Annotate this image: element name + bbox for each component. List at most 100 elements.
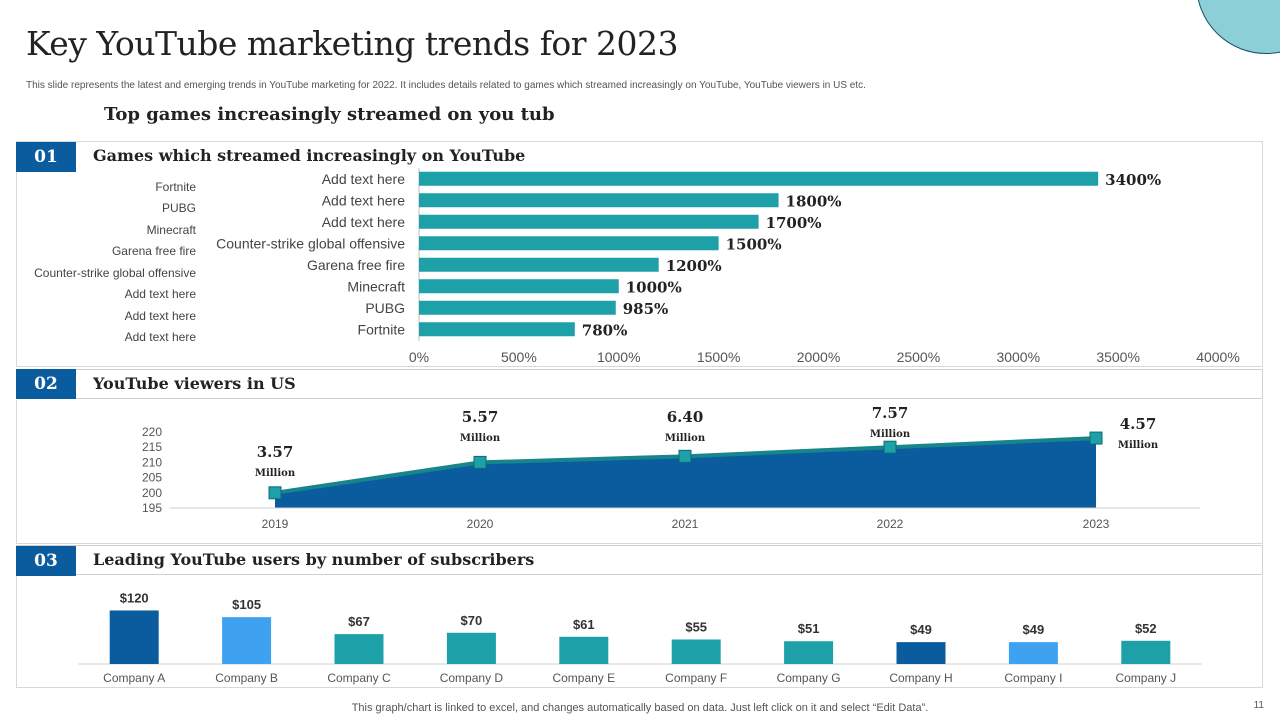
page-number: 11	[1253, 700, 1264, 711]
category-label: Company J	[1115, 671, 1176, 685]
x-tick-label: 3500%	[1096, 349, 1140, 365]
marker	[678, 449, 692, 463]
y-tick-label: 220	[142, 425, 162, 439]
footer-note: This graph/chart is linked to excel, and…	[351, 702, 929, 714]
bar	[109, 610, 159, 664]
category-label: Garena free fire	[307, 257, 405, 273]
page-subtitle: This slide represents the latest and eme…	[26, 80, 866, 91]
marker	[883, 440, 897, 454]
section-02-title: YouTube viewers in US	[93, 374, 296, 393]
left-list-item: Garena free fire	[111, 244, 196, 258]
data-label: $67	[348, 614, 370, 629]
y-tick-label: 195	[142, 501, 162, 515]
data-label: 1500%	[726, 235, 782, 253]
data-label-unit: Million	[1118, 440, 1159, 451]
x-tick-label: 2022	[877, 517, 904, 531]
section-01-badge: 01	[16, 142, 76, 172]
data-label-unit: Million	[460, 433, 501, 444]
bar	[784, 641, 834, 664]
data-label: $52	[1135, 621, 1157, 636]
bar	[419, 300, 616, 315]
left-list-item: PUBG	[161, 201, 196, 215]
x-tick-label: 500%	[501, 349, 537, 365]
data-label: 3400%	[1105, 171, 1161, 189]
page-title: Key YouTube marketing trends for 2023	[26, 24, 679, 63]
category-label: Add text here	[322, 171, 405, 187]
marker	[1089, 431, 1103, 445]
category-label: Company C	[327, 671, 391, 685]
bar	[671, 639, 721, 664]
bar	[419, 279, 619, 294]
data-label: 780%	[582, 321, 628, 339]
data-label: 985%	[623, 300, 669, 318]
category-label: Company H	[889, 671, 952, 685]
category-label: Company I	[1004, 671, 1062, 685]
bar	[419, 236, 719, 251]
bar	[419, 193, 779, 208]
section-03-header	[16, 545, 1263, 575]
x-tick-label: 2020	[467, 517, 494, 531]
y-tick-label: 200	[142, 486, 162, 500]
x-tick-label: 1000%	[597, 349, 641, 365]
section-03-title: Leading YouTube users by number of subsc…	[93, 550, 535, 569]
category-label: Minecraft	[347, 278, 405, 294]
category-label: Counter-strike global offensive	[216, 235, 405, 251]
bar	[896, 642, 946, 664]
data-label-unit: Million	[665, 433, 706, 444]
category-label: Company A	[103, 671, 165, 685]
bar	[446, 632, 496, 664]
data-label-unit: Million	[870, 429, 911, 440]
data-label: 1800%	[786, 192, 842, 210]
category-label: Fortnite	[358, 321, 406, 337]
x-tick-label: 2000%	[797, 349, 841, 365]
x-tick-label: 2021	[672, 517, 699, 531]
area-fill	[275, 438, 1096, 508]
data-label-value: 4.57	[1120, 415, 1157, 433]
x-tick-label: 2500%	[897, 349, 941, 365]
category-label: Add text here	[322, 214, 405, 230]
x-tick-label: 0%	[409, 349, 429, 365]
left-list-item: Fortnite	[155, 180, 196, 194]
bar	[334, 634, 384, 664]
data-label: $49	[910, 622, 932, 637]
data-label: $105	[232, 597, 261, 612]
data-label: 1200%	[666, 257, 722, 275]
bar	[1008, 642, 1058, 664]
x-tick-label: 4000%	[1196, 349, 1240, 365]
section-03-badge: 03	[16, 546, 76, 576]
category-label: Company F	[665, 671, 727, 685]
y-tick-label: 205	[142, 471, 162, 485]
marker	[268, 486, 282, 500]
bar	[419, 257, 659, 272]
category-label: Company B	[215, 671, 278, 685]
left-list-item: Add text here	[124, 330, 196, 344]
section-02-badge: 02	[16, 369, 76, 399]
data-label-value: 7.57	[872, 404, 909, 422]
bar	[559, 636, 609, 664]
section-01-title: Games which streamed increasingly on You…	[93, 146, 526, 165]
left-list-item: Counter-strike global offensive	[34, 266, 196, 280]
data-label-value: 5.57	[462, 408, 499, 426]
x-tick-label: 1500%	[697, 349, 741, 365]
section-02-header	[16, 369, 1263, 399]
marker	[473, 455, 487, 469]
data-label-value: 6.40	[667, 408, 704, 426]
data-label: 1000%	[626, 278, 682, 296]
bar	[419, 171, 1099, 186]
left-list-item: Add text here	[124, 309, 196, 323]
x-tick-label: 3000%	[996, 349, 1040, 365]
bar	[222, 617, 272, 664]
data-label: 1700%	[766, 214, 822, 232]
category-label: Add text here	[322, 192, 405, 208]
data-label-unit: Million	[255, 468, 296, 479]
data-label: $120	[120, 590, 149, 605]
data-label: $70	[461, 613, 483, 628]
data-label: $61	[573, 617, 595, 632]
bar	[1121, 640, 1171, 664]
category-label: Company E	[552, 671, 615, 685]
y-tick-label: 215	[142, 440, 162, 454]
data-label-value: 3.57	[257, 443, 294, 461]
